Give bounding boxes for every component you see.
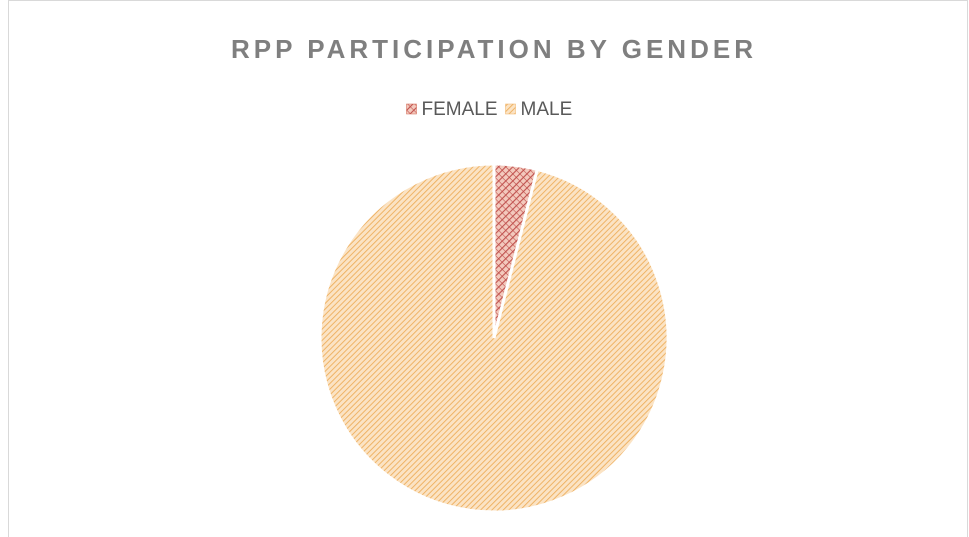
pie — [318, 162, 670, 514]
pie-slice — [318, 162, 670, 514]
legend-label: FEMALE — [422, 99, 498, 120]
legend-swatch — [505, 103, 516, 115]
legend-label: MALE — [521, 99, 573, 120]
chart-title: RPP PARTICIPATION BY GENDER — [231, 34, 757, 64]
chart-frame — [8, 0, 968, 537]
legend-swatch — [406, 103, 417, 115]
legend: FEMALE MALE — [406, 99, 573, 120]
